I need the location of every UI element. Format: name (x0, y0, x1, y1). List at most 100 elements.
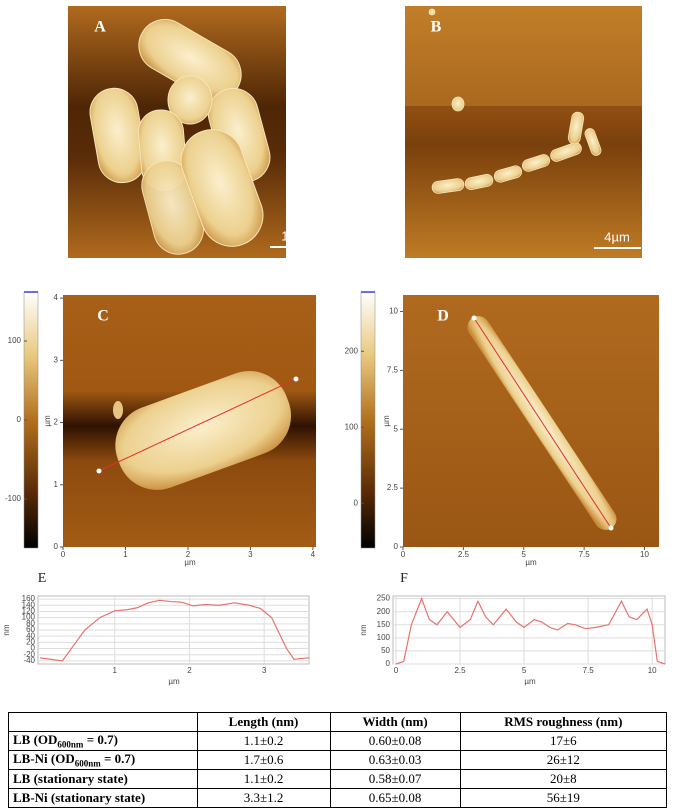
y-tick-label: 250 (377, 594, 391, 603)
x-tick-label: 2.5 (454, 666, 466, 675)
x-tick-label: 2 (187, 666, 192, 675)
y-tick-label: 120 (22, 607, 36, 616)
row-label-text: = 0.7) (100, 751, 136, 767)
x-tick-label: 4 (311, 550, 316, 559)
afm-image-a (68, 6, 317, 258)
y-tick-label: 0 (394, 542, 399, 551)
corner-cell (8, 712, 198, 732)
y-axis-label: µm (43, 415, 52, 427)
x-axis-label: µm (525, 558, 537, 567)
table-cell: 1.1±0.2 (196, 731, 331, 751)
y-tick-label: 100 (377, 633, 391, 642)
colorbar-tick-label: 100 (8, 336, 22, 345)
profile-line (39, 599, 310, 662)
x-tick-label: 5 (522, 550, 527, 559)
y-axis-label: nm (2, 624, 11, 635)
colorbar-tick-label: 100 (345, 422, 359, 431)
y-tick-label: 0 (54, 542, 59, 551)
x-axis-label: µm (168, 677, 180, 686)
colorbar-tick-label: 0 (354, 498, 359, 507)
y-tick-label: 4 (54, 293, 59, 302)
row-label-text: LB (OD (13, 732, 58, 748)
x-tick-label: 2 (186, 550, 191, 559)
table-cell: 0.58±0.07 (329, 769, 461, 789)
table-cell: 3.3±1.2 (196, 788, 331, 808)
y-tick-label: 100 (22, 613, 36, 622)
panel-label: A (94, 19, 106, 36)
row-label-text: = 0.7) (83, 732, 118, 748)
y-tick-label: -40 (23, 656, 35, 665)
table-cell: 1.1±0.2 (196, 769, 331, 789)
afm-image-d (360, 291, 659, 549)
y-tick-label: 80 (26, 619, 35, 628)
y-tick-label: 200 (377, 607, 391, 616)
y-tick-label: 60 (26, 625, 35, 634)
column-header: RMS roughness (nm) (459, 712, 668, 732)
y-tick-label: 40 (26, 631, 35, 640)
plot-frame (392, 595, 666, 665)
table-cell: 20±8 (459, 769, 668, 789)
table-row: LB-Ni (OD600nm = 0.7) 1.7±0.6 0.63±0.03 26±… (8, 750, 668, 770)
y-tick-label: 0 (386, 659, 391, 668)
row-label-subscript: 600nm (57, 739, 84, 750)
x-tick-label: 0 (394, 666, 399, 675)
colorbar-tick-label: 200 (345, 346, 359, 355)
column-header: Length (nm) (196, 712, 331, 732)
table-cell: 0.60±0.08 (329, 731, 461, 751)
x-tick-label: 1 (123, 550, 128, 559)
table-cell: 0.65±0.08 (329, 788, 461, 808)
scale-bar-label: 1µm (281, 228, 307, 243)
row-label-text: LB (stationary state) (13, 771, 128, 786)
scale-bar-label: 4µm (604, 229, 630, 244)
y-tick-label: 50 (381, 646, 390, 655)
row-label: LB-Ni (stationary state) (8, 788, 198, 808)
panel-label: D (437, 308, 449, 325)
y-tick-label: 5 (394, 424, 399, 433)
table-cell: 56±19 (459, 788, 668, 808)
row-label-text: LB-Ni (OD (13, 751, 75, 767)
panel-label: E (38, 571, 47, 586)
row-label: LB (OD600nm = 0.7) (8, 731, 198, 751)
y-tick-label: 160 (22, 594, 36, 603)
x-axis-label: µm (524, 677, 536, 686)
x-tick-label: 7.5 (583, 666, 595, 675)
x-tick-label: 10 (640, 550, 649, 559)
results-table: Length (nm) Width (nm) RMS roughness (nm) L… (8, 712, 668, 808)
y-tick-label: 10 (389, 307, 398, 316)
x-tick-label: 3 (262, 666, 267, 675)
x-tick-label: 2.5 (458, 550, 470, 559)
table-cell: 1.7±0.6 (196, 750, 331, 770)
x-tick-label: 7.5 (579, 550, 591, 559)
colorbar-tick-label: 0 (17, 415, 22, 424)
y-tick-label: 1 (54, 480, 59, 489)
panel-label: B (431, 19, 442, 36)
y-tick-label: 7.5 (387, 365, 399, 374)
x-tick-label: 10 (648, 666, 657, 675)
x-tick-label: 0 (61, 550, 66, 559)
x-tick-label: 5 (522, 666, 527, 675)
table-cell: 0.63±0.03 (329, 750, 461, 770)
y-tick-label: 140 (22, 600, 36, 609)
table-cell: 26±12 (459, 750, 668, 770)
row-label-text: LB-Ni (stationary state) (13, 790, 146, 805)
table-row: LB-Ni (stationary state) 3.3±1.2 0.65±0.08… (8, 788, 668, 808)
table-cell: 17±6 (459, 731, 668, 751)
figure: A 1µm B 4µm C µm µm (2, 6, 666, 686)
y-tick-label: 150 (377, 620, 391, 629)
panel-label: C (97, 308, 109, 325)
y-tick-label: 0 (31, 644, 36, 653)
afm-image-c (23, 291, 316, 549)
y-tick-label: 2.5 (387, 483, 399, 492)
profile-line (395, 596, 666, 665)
row-label: LB (stationary state) (8, 769, 198, 789)
y-tick-label: 3 (54, 355, 59, 364)
row-label: LB-Ni (OD600nm = 0.7) (8, 750, 198, 770)
table-row: LB (OD600nm = 0.7) 1.1±0.2 0.60±0.08 17±6 (8, 731, 668, 751)
y-axis-label: µm (382, 415, 391, 427)
x-tick-label: 0 (401, 550, 406, 559)
table-row: LB (stationary state) 1.1±0.2 0.58±0.07 20±… (8, 769, 668, 789)
x-tick-label: 1 (112, 666, 117, 675)
y-tick-label: 2 (54, 418, 59, 427)
afm-image-b (405, 6, 642, 258)
